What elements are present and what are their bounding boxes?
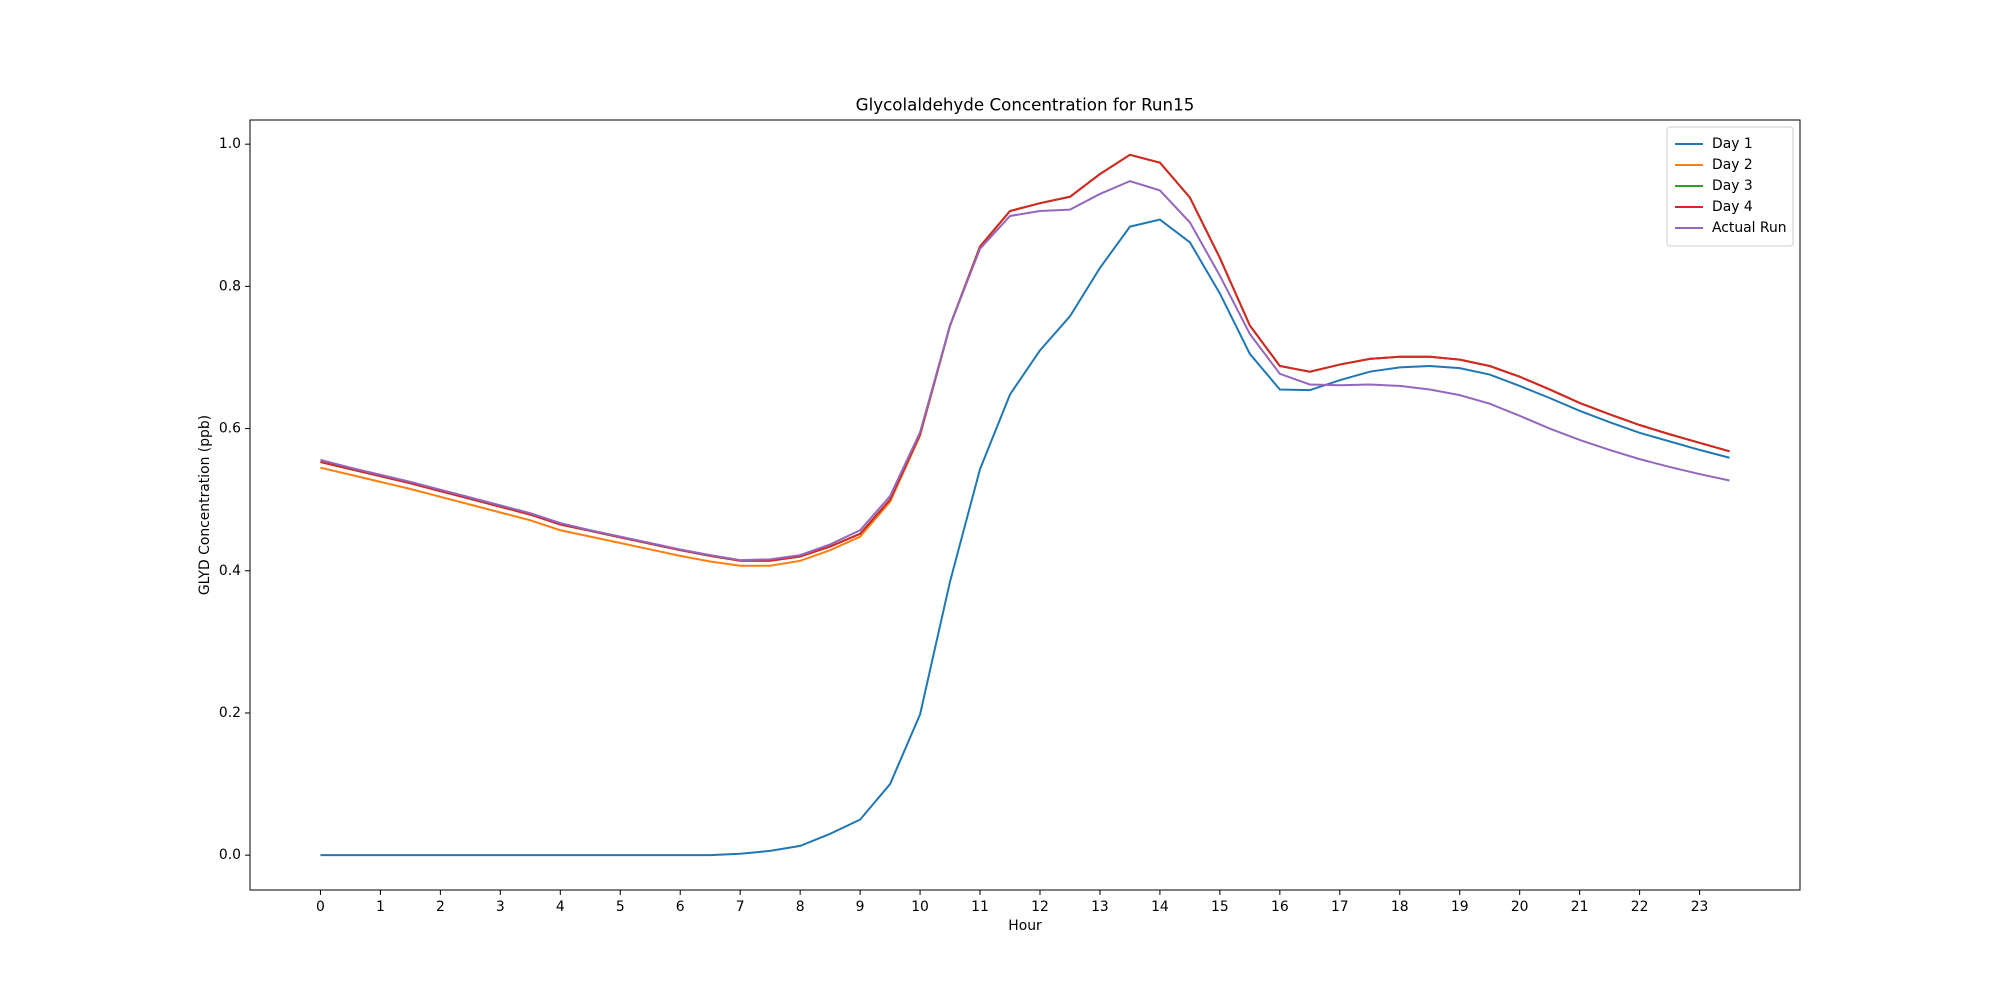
x-tick-label: 12 bbox=[1031, 899, 1049, 915]
plot-frame bbox=[249, 119, 1801, 891]
x-tick-label: 6 bbox=[676, 899, 685, 915]
x-tick-label: 23 bbox=[1691, 899, 1709, 915]
series-line bbox=[320, 218, 1730, 857]
series-line bbox=[320, 180, 1730, 562]
x-tick-label: 18 bbox=[1391, 899, 1409, 915]
series-line bbox=[320, 153, 1730, 567]
x-tick-label: 4 bbox=[556, 899, 565, 915]
x-tick-label: 5 bbox=[616, 899, 625, 915]
x-tick-label: 15 bbox=[1211, 899, 1229, 915]
x-tick-label: 7 bbox=[736, 899, 745, 915]
legend-box bbox=[1666, 126, 1794, 247]
x-tick-label: 16 bbox=[1271, 899, 1289, 915]
x-tick-label: 1 bbox=[376, 899, 385, 915]
x-tick-label: 21 bbox=[1571, 899, 1589, 915]
x-tick-label: 11 bbox=[971, 899, 989, 915]
legend-label: Day 3 bbox=[1712, 178, 1753, 194]
x-tick-label: 22 bbox=[1631, 899, 1649, 915]
chart-title: Glycolaldehyde Concentration for Run15 bbox=[856, 95, 1195, 115]
legend-label: Day 4 bbox=[1712, 199, 1753, 215]
legend-label: Actual Run bbox=[1712, 220, 1787, 236]
series-line bbox=[320, 153, 1730, 562]
x-tick-label: 17 bbox=[1331, 899, 1349, 915]
y-tick-label: 1.0 bbox=[219, 136, 241, 152]
x-tick-label: 19 bbox=[1451, 899, 1469, 915]
y-tick-label: 0.0 bbox=[219, 847, 241, 863]
x-tick-label: 2 bbox=[436, 899, 445, 915]
legend-label: Day 2 bbox=[1712, 157, 1753, 173]
y-tick-label: 0.8 bbox=[219, 278, 241, 294]
series-line bbox=[320, 153, 1730, 562]
legend-label: Day 1 bbox=[1712, 136, 1753, 152]
x-tick-label: 8 bbox=[796, 899, 805, 915]
x-tick-label: 0 bbox=[316, 899, 325, 915]
x-tick-label: 10 bbox=[911, 899, 929, 915]
x-tick-label: 14 bbox=[1151, 899, 1169, 915]
y-tick-label: 0.6 bbox=[219, 421, 241, 437]
x-tick-label: 9 bbox=[856, 899, 865, 915]
x-tick-label: 3 bbox=[496, 899, 505, 915]
x-tick-label: 13 bbox=[1091, 899, 1109, 915]
y-tick-label: 0.2 bbox=[219, 705, 241, 721]
y-axis-label: GLYD Concentration (ppb) bbox=[197, 415, 213, 595]
x-axis-label: Hour bbox=[1008, 918, 1042, 934]
x-tick-label: 20 bbox=[1511, 899, 1529, 915]
y-tick-label: 0.4 bbox=[219, 563, 241, 579]
